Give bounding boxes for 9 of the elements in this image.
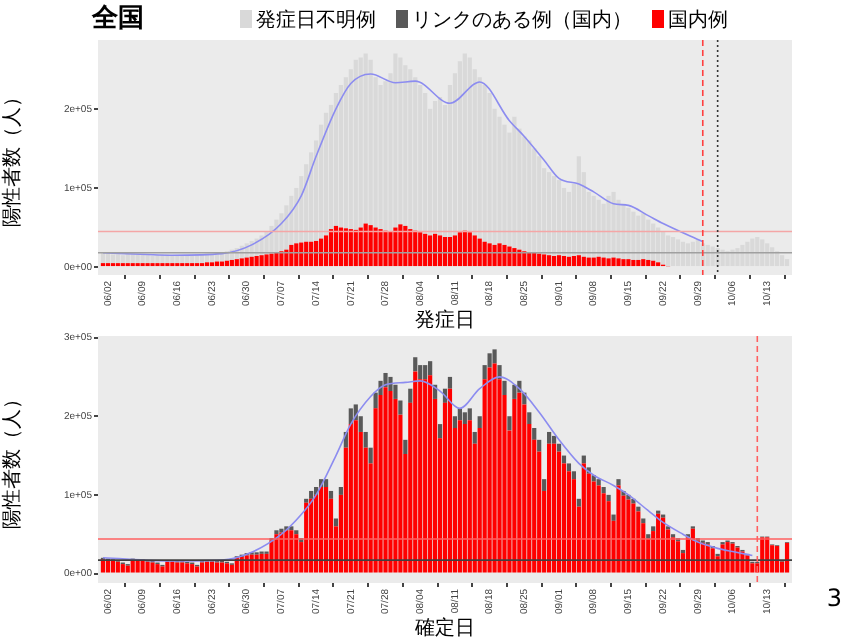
x-axis-title: 確定日	[413, 615, 475, 640]
x-axis-title: 発症日	[415, 307, 475, 332]
y-axis-title: 陽性者数（人）	[0, 389, 24, 530]
text: 3	[826, 584, 842, 612]
legend-label: 発症日不明例	[254, 7, 376, 34]
legend-label: 国内例	[666, 7, 728, 34]
legend-label: リンクのある例（国内）	[410, 7, 632, 34]
y-axis-title: 陽性者数（人）	[0, 87, 24, 228]
chart-title: 全国	[92, 2, 144, 36]
